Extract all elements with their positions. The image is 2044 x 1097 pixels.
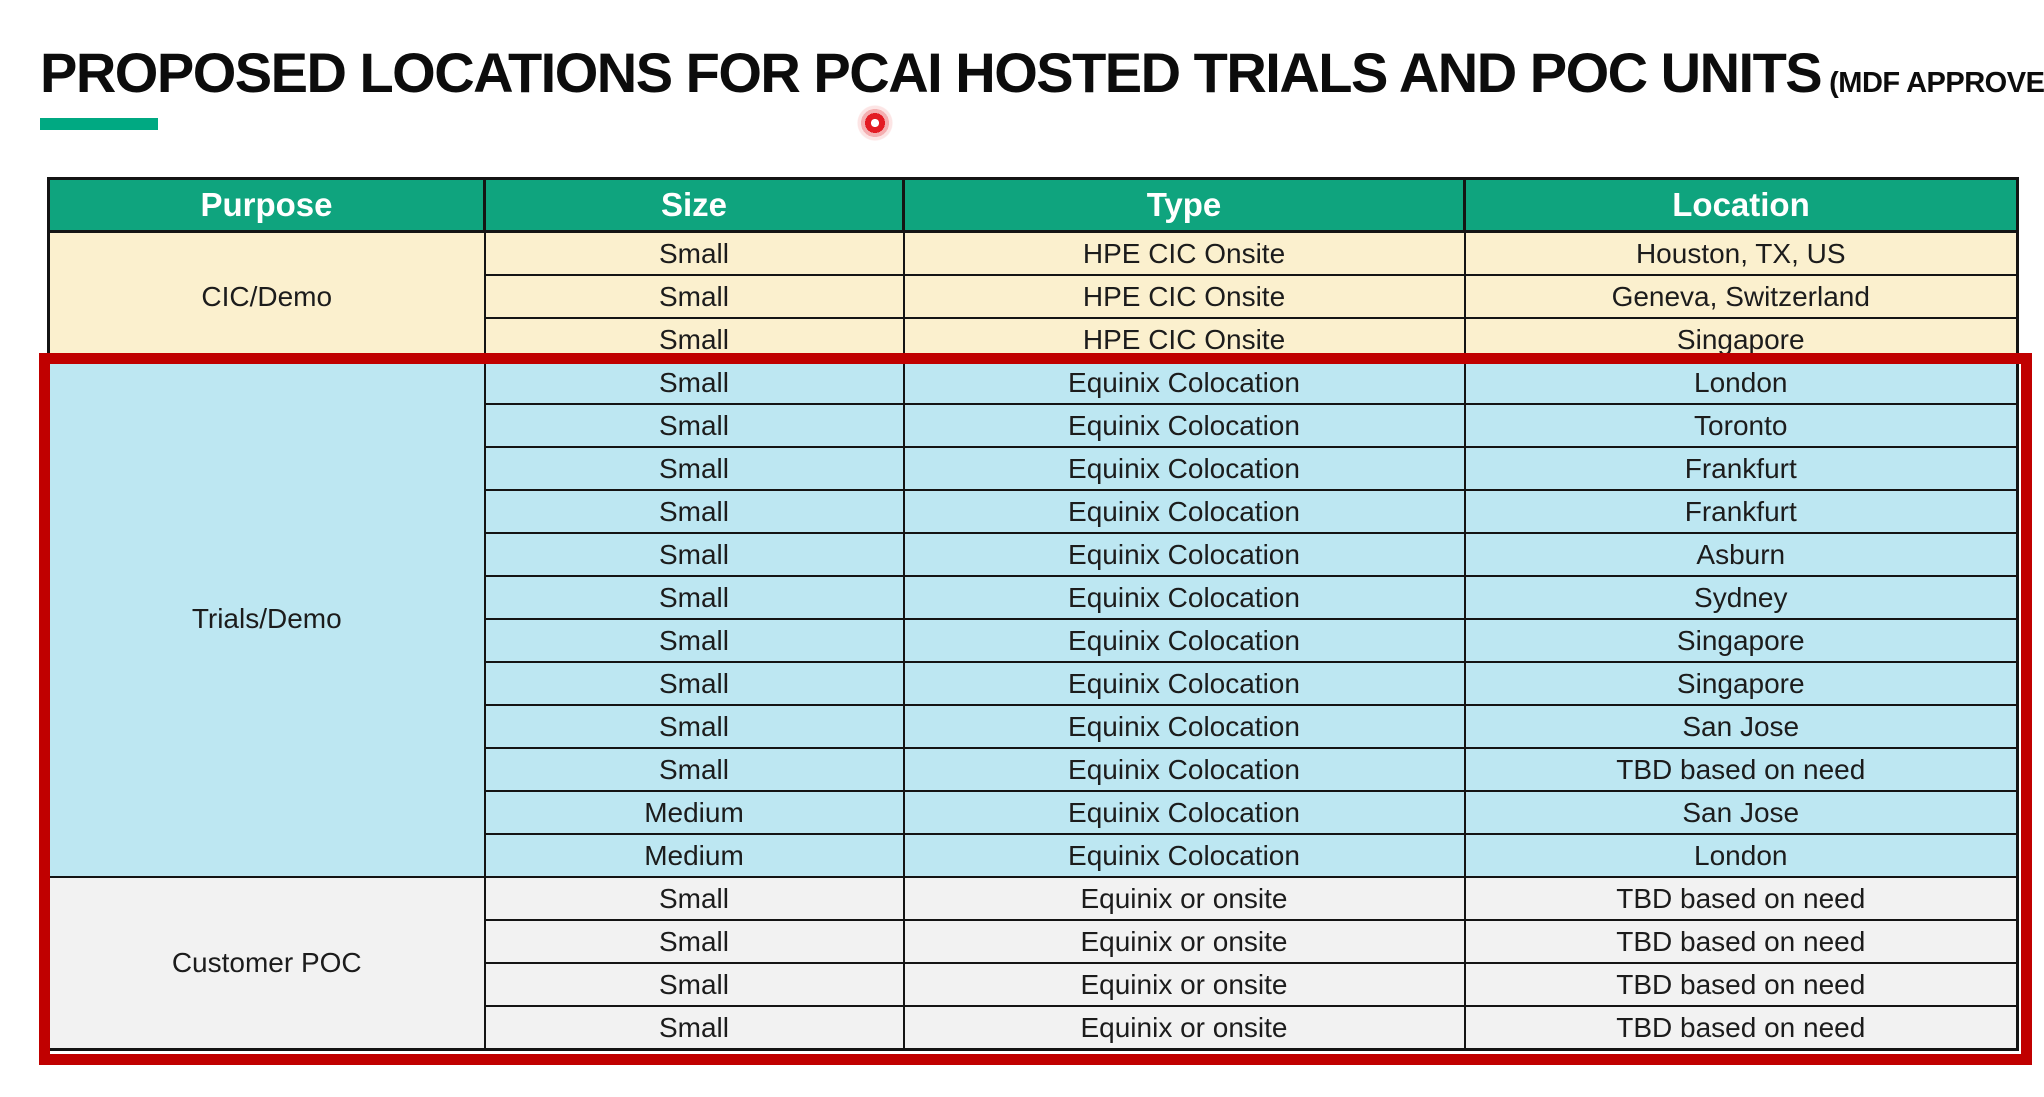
size-cell: Small xyxy=(483,575,905,620)
size-cell: Medium xyxy=(483,833,905,878)
size-cell: Small xyxy=(483,489,905,534)
table-row: Medium Equinix Colocation San Jose xyxy=(49,790,2019,835)
size-cell: Small xyxy=(483,704,905,749)
size-cell: Small xyxy=(483,876,905,921)
type-cell: HPE CIC Onsite xyxy=(902,317,1466,362)
column-header-size: Size xyxy=(483,177,905,233)
location-cell: TBD based on need xyxy=(1463,1005,2019,1051)
type-cell: Equinix or onsite xyxy=(902,962,1466,1007)
size-cell: Small xyxy=(483,747,905,792)
type-cell: Equinix Colocation xyxy=(902,360,1466,405)
table-header: Purpose Size Type Location xyxy=(47,177,2019,233)
type-cell: Equinix Colocation xyxy=(902,747,1466,792)
location-cell: Singapore xyxy=(1463,317,2019,362)
type-cell: Equinix Colocation xyxy=(902,575,1466,620)
location-cell: Sydney xyxy=(1463,575,2019,620)
table-row: Small Equinix or onsite TBD based on need xyxy=(49,919,2019,964)
table-row: Small Equinix Colocation Frankfurt xyxy=(49,446,2019,491)
location-cell: London xyxy=(1463,833,2019,878)
purpose-cell: Customer POC xyxy=(47,876,486,1051)
column-header-location: Location xyxy=(1463,177,2019,233)
type-cell: Equinix Colocation xyxy=(902,661,1466,706)
page-title-suffix: (MDF APPROVED) xyxy=(1829,67,2044,99)
type-cell: Equinix or onsite xyxy=(902,919,1466,964)
page-title: PROPOSED LOCATIONS FOR PCAI HOSTED TRIAL… xyxy=(40,42,2044,104)
table-body: CIC/Demo Small HPE CIC Onsite Houston, TX, … xyxy=(47,230,2019,1051)
type-cell: Equinix Colocation xyxy=(902,446,1466,491)
location-cell: Geneva, Switzerland xyxy=(1463,274,2019,319)
table-row: Small Equinix Colocation Singapore xyxy=(49,618,2019,663)
location-cell: TBD based on need xyxy=(1463,962,2019,1007)
location-cell: TBD based on need xyxy=(1463,876,2019,921)
type-cell: Equinix or onsite xyxy=(902,876,1466,921)
purpose-cell: CIC/Demo xyxy=(47,230,486,362)
table-row: CIC/Demo Small HPE CIC Onsite Houston, TX, … xyxy=(47,230,2019,362)
table-row: Small Equinix Colocation Toronto xyxy=(49,403,2019,448)
table-row: Small Equinix Colocation Asburn xyxy=(49,532,2019,577)
location-cell: Singapore xyxy=(1463,618,2019,663)
size-cell: Small xyxy=(483,446,905,491)
table-row: Small Equinix Colocation San Jose xyxy=(49,704,2019,749)
location-cell: San Jose xyxy=(1463,790,2019,835)
header-row: Purpose Size Type Location xyxy=(47,177,2019,233)
size-cell: Small xyxy=(483,230,905,276)
table-row: Small Equinix Colocation Singapore xyxy=(49,661,2019,706)
location-cell: Toronto xyxy=(1463,403,2019,448)
table-row: Small Equinix Colocation Sydney xyxy=(49,575,2019,620)
size-cell: Small xyxy=(483,618,905,663)
table-row: Small Equinix or onsite TBD based on need xyxy=(49,962,2019,1007)
table-row: Medium Equinix Colocation London xyxy=(49,833,2019,878)
column-header-type: Type xyxy=(902,177,1466,233)
location-cell: Frankfurt xyxy=(1463,446,2019,491)
type-cell: Equinix Colocation xyxy=(902,790,1466,835)
size-cell: Small xyxy=(483,403,905,448)
location-cell: Houston, TX, US xyxy=(1463,230,2019,276)
size-cell: Small xyxy=(483,274,905,319)
size-cell: Small xyxy=(483,360,905,405)
locations-table: Purpose Size Type Location CIC/Demo Small… xyxy=(47,177,2019,1051)
location-cell: Asburn xyxy=(1463,532,2019,577)
table-row: Customer POC Small Equinix or onsite TBD ba… xyxy=(47,876,2019,1051)
size-cell: Small xyxy=(483,661,905,706)
table-row: Trials/Demo Small Equinix Colocation London xyxy=(47,360,2019,878)
type-cell: Equinix Colocation xyxy=(902,403,1466,448)
size-cell: Small xyxy=(483,1005,905,1051)
title-accent-bar xyxy=(40,118,158,130)
laser-pointer-dot xyxy=(855,103,895,143)
table-row: Small HPE CIC Onsite Geneva, Switzerland xyxy=(49,274,2019,319)
location-cell: Frankfurt xyxy=(1463,489,2019,534)
type-cell: HPE CIC Onsite xyxy=(902,230,1466,276)
size-cell: Medium xyxy=(483,790,905,835)
location-cell: Singapore xyxy=(1463,661,2019,706)
table-row: Small Equinix Colocation TBD based on need xyxy=(49,747,2019,792)
location-cell: TBD based on need xyxy=(1463,919,2019,964)
size-cell: Small xyxy=(483,962,905,1007)
size-cell: Small xyxy=(483,532,905,577)
location-cell: London xyxy=(1463,360,2019,405)
column-header-purpose: Purpose xyxy=(47,177,486,233)
size-cell: Small xyxy=(483,919,905,964)
table-row: Small Equinix Colocation Frankfurt xyxy=(49,489,2019,534)
type-cell: HPE CIC Onsite xyxy=(902,274,1466,319)
type-cell: Equinix or onsite xyxy=(902,1005,1466,1051)
type-cell: Equinix Colocation xyxy=(902,532,1466,577)
type-cell: Equinix Colocation xyxy=(902,489,1466,534)
location-cell: San Jose xyxy=(1463,704,2019,749)
type-cell: Equinix Colocation xyxy=(902,704,1466,749)
size-cell: Small xyxy=(483,317,905,362)
table-row: Small Equinix or onsite TBD based on need xyxy=(49,1005,2019,1051)
type-cell: Equinix Colocation xyxy=(902,833,1466,878)
type-cell: Equinix Colocation xyxy=(902,618,1466,663)
purpose-cell: Trials/Demo xyxy=(47,360,486,878)
location-cell: TBD based on need xyxy=(1463,747,2019,792)
page-title-main: PROPOSED LOCATIONS FOR PCAI HOSTED TRIAL… xyxy=(40,41,1823,104)
